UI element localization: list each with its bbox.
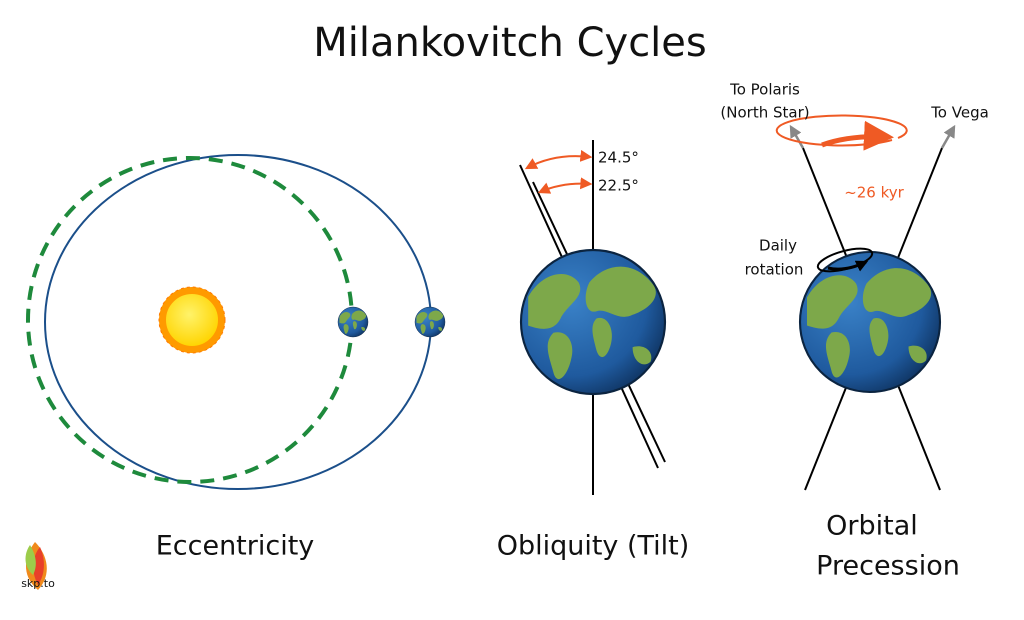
pointer-label: (North Star) xyxy=(720,104,809,122)
obliquity-panel: 24.5° 22.5° Obliquity (Tilt) xyxy=(497,140,690,562)
panel-label: Obliquity (Tilt) xyxy=(497,531,690,562)
angle-arrow xyxy=(524,149,593,170)
panel-label: Precession xyxy=(816,551,960,582)
rotation-label: Daily xyxy=(759,237,797,255)
pointer-label: To Vega xyxy=(930,104,989,122)
earth xyxy=(521,250,665,394)
sun xyxy=(158,286,226,354)
panel-label: Eccentricity xyxy=(156,531,315,562)
earth xyxy=(415,307,445,337)
precession-panel: To Polaris (North Star) To Vega ~26 kyr … xyxy=(720,81,988,582)
pointer-arrow xyxy=(789,124,805,149)
rotation-arrow xyxy=(827,260,869,272)
eccentricity-panel: Eccentricity xyxy=(26,154,445,562)
angle-label: 22.5° xyxy=(598,177,639,195)
logo: skp.to xyxy=(21,542,55,590)
angle-arrow xyxy=(537,177,593,194)
precession-arrow xyxy=(821,120,894,151)
title: Milankovitch Cycles xyxy=(313,20,707,66)
orbit xyxy=(44,154,432,490)
logo-text: skp.to xyxy=(21,577,55,590)
earth xyxy=(338,307,368,337)
precession-circle xyxy=(775,114,908,147)
angle-label: 24.5° xyxy=(598,149,639,167)
earth xyxy=(800,252,940,392)
rotation-label: rotation xyxy=(745,261,804,279)
panel-label: Orbital xyxy=(826,511,918,542)
pointer-arrow xyxy=(940,124,956,149)
period-label: ~26 kyr xyxy=(844,184,904,202)
pointer-label: To Polaris xyxy=(729,81,800,99)
